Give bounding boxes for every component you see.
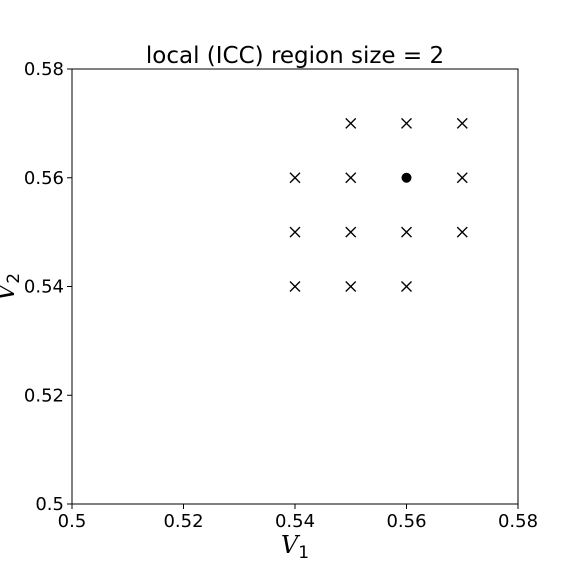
x-marker-point xyxy=(289,172,301,184)
y-tick-label: 0.58 xyxy=(24,59,64,80)
y-tick-label: 0.56 xyxy=(24,168,64,189)
x-marker-point xyxy=(289,281,301,292)
y-axis-ticks: 0.5 0.52 0.54 0.56 0.58 xyxy=(24,59,72,515)
x-axis-ticks: 0.5 0.52 0.54 0.56 0.58 xyxy=(58,504,538,532)
y-axis-label-subscript: 2 xyxy=(4,273,24,284)
y-tick-label: 0.52 xyxy=(24,385,64,406)
x-tick-label: 0.5 xyxy=(58,511,87,532)
y-axis-label: V2 xyxy=(0,273,24,301)
x-tick-label: 0.58 xyxy=(498,511,538,532)
x-tick-label: 0.56 xyxy=(386,511,426,532)
y-tick-label: 0.5 xyxy=(35,494,64,515)
y-axis-label-base: V xyxy=(0,281,20,301)
x-tick-label: 0.54 xyxy=(275,511,315,532)
x-marker-point xyxy=(345,117,357,129)
x-marker-point xyxy=(289,226,301,238)
x-marker-point xyxy=(345,226,357,238)
x-marker-point xyxy=(401,117,412,129)
chart-title: local (ICC) region size = 2 xyxy=(146,43,444,69)
x-marker-point xyxy=(456,172,468,184)
x-marker-point xyxy=(401,281,412,292)
x-marker-point xyxy=(345,281,357,292)
data-points xyxy=(289,117,468,292)
x-marker-point xyxy=(345,172,357,184)
x-tick-label: 0.52 xyxy=(163,511,203,532)
x-axis-label-base: V xyxy=(281,531,301,559)
x-marker-point xyxy=(401,226,412,238)
dot-marker-point xyxy=(401,172,412,183)
y-tick-label: 0.54 xyxy=(24,277,64,298)
x-marker-point xyxy=(456,117,468,129)
x-axis-label-subscript: 1 xyxy=(298,543,309,563)
x-marker-point xyxy=(456,226,468,238)
x-axis-label: V1 xyxy=(281,531,309,563)
